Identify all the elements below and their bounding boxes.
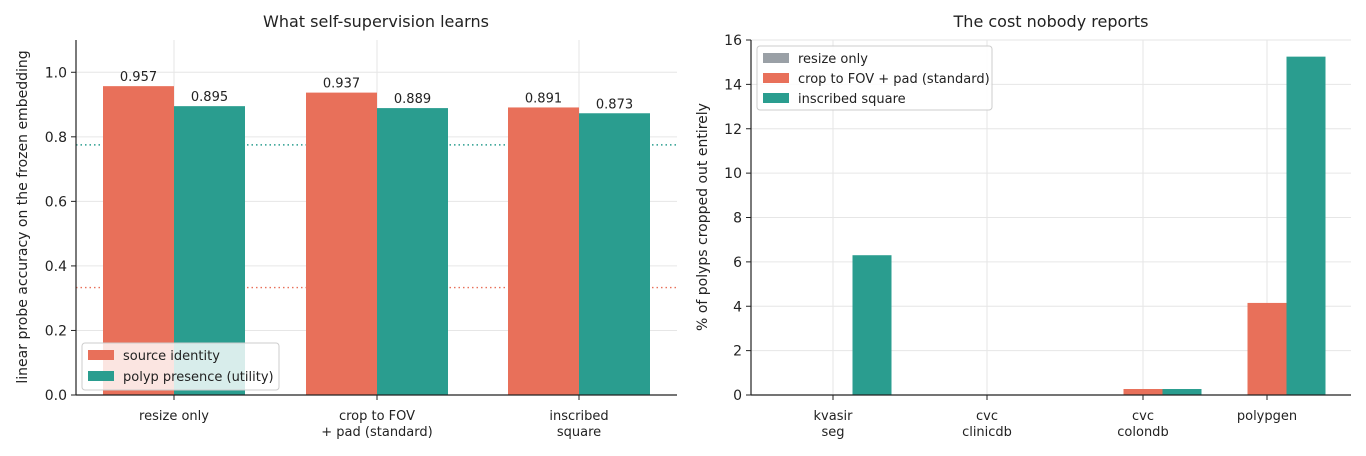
bar [1247, 302, 1287, 395]
x-tick-label: inscribed [549, 409, 608, 424]
left-chart-title: What self-supervision learns [263, 12, 489, 31]
bar-value-label: 0.889 [394, 92, 431, 107]
bar [306, 92, 377, 395]
bar-value-label: 0.957 [120, 70, 157, 85]
left-y-axis-label: linear probe accuracy on the frozen embe… [15, 50, 31, 383]
legend-box [756, 45, 993, 111]
legend-label: inscribed square [798, 92, 906, 107]
x-tick-label: clinicdb [962, 425, 1012, 440]
x-tick-label: resize only [139, 409, 209, 424]
bar-value-label: 0.891 [525, 91, 562, 106]
y-tick-label: 8 [733, 211, 742, 227]
x-tick-label: cvc [976, 409, 998, 424]
x-tick-label: seg [821, 425, 844, 440]
right-chart-title: The cost nobody reports [953, 12, 1149, 31]
legend-swatch [763, 53, 789, 63]
y-tick-label: 0.6 [45, 194, 67, 210]
y-tick-label: 2 [733, 344, 742, 360]
legend-swatch [763, 73, 789, 83]
y-tick-label: 0.2 [45, 323, 67, 339]
legend-swatch [763, 93, 789, 103]
y-tick-label: 0.8 [45, 130, 67, 146]
bar-value-label: 0.873 [596, 97, 633, 112]
bar-value-label: 0.937 [323, 77, 360, 92]
legend-box [81, 342, 280, 391]
x-tick-label: polypgen [1237, 409, 1297, 424]
x-tick-label: square [557, 425, 601, 440]
legend-swatch [88, 371, 114, 381]
y-tick-label: 4 [733, 299, 742, 315]
y-tick-label: 6 [733, 255, 742, 271]
y-tick-label: 16 [724, 33, 742, 49]
y-tick-label: 10 [724, 166, 742, 182]
y-tick-label: 1.0 [45, 65, 67, 81]
y-tick-label: 14 [724, 77, 742, 93]
x-tick-label: colondb [1117, 425, 1168, 440]
y-tick-label: 12 [724, 122, 742, 138]
bar-value-label: 0.895 [191, 90, 228, 105]
bar [1123, 389, 1163, 395]
x-tick-label: crop to FOV [339, 409, 415, 424]
bar [1286, 56, 1326, 395]
bar [852, 255, 892, 395]
y-tick-label: 0 [733, 388, 742, 404]
y-tick-label: 0.0 [45, 388, 67, 404]
right-y-axis-label: % of polyps cropped out entirely [695, 103, 711, 331]
y-tick-label: 0.4 [45, 259, 67, 275]
x-tick-label: kvasir [814, 409, 854, 424]
x-tick-label: + pad (standard) [321, 425, 432, 440]
chart-left: 0.957 0.937 0.891 0.895 0.889 0.873 0.0 0.2 0.4… [15, 12, 677, 440]
right-legend: resize only crop to FOV + pad (standard) i… [756, 45, 993, 111]
left-y-ticks: 0.0 0.2 0.4 0.6 0.8 1.0 [45, 65, 76, 404]
legend-swatch [88, 350, 114, 360]
bar [579, 113, 650, 395]
bar [508, 107, 579, 395]
x-tick-label: cvc [1132, 409, 1154, 424]
bar [377, 108, 448, 395]
legend-label: source identity [123, 349, 220, 364]
right-bars [852, 56, 1326, 395]
legend-label: resize only [798, 52, 868, 67]
legend-label: crop to FOV + pad (standard) [798, 72, 990, 87]
right-y-ticks: 0 2 4 6 8 10 12 14 16 [724, 33, 751, 404]
bar [1162, 389, 1202, 395]
legend-label: polyp presence (utility) [123, 370, 274, 385]
left-x-ticks: resize only crop to FOV+ pad (standard) in… [139, 395, 609, 440]
left-legend: source identity polyp presence (utility) [81, 342, 280, 391]
